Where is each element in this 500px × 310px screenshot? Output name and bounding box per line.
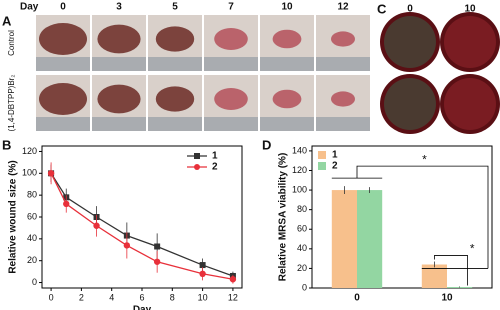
marker [229,276,237,283]
annotation: * [422,152,427,166]
ruler [92,57,146,71]
day-label: 10 [464,4,476,15]
row-label: (1,4-DBTPP)Br₂ [7,75,16,132]
panel-label: C [377,1,387,16]
ruler [92,117,146,131]
ruler [204,57,258,71]
bar [357,190,383,288]
x-tick-label: 2 [79,292,84,302]
bracket [331,165,489,269]
day-label: 3 [116,2,122,13]
series-line [50,172,234,277]
y-axis-label: Relative wound size (%) [8,160,19,273]
marker [199,262,206,269]
wound [214,88,248,110]
y-tick-label: 120 [22,146,37,156]
marker [199,270,206,277]
legend-label: 1 [212,151,218,162]
row-label: Control [7,30,16,56]
annotation: * [470,242,475,256]
ruler [316,117,370,131]
marker [153,258,161,265]
y-tick-label: 60 [27,211,37,221]
x-tick-label: 4 [109,292,114,302]
plate-inner [384,16,436,68]
marker [154,243,161,250]
y-tick-label: 0 [302,282,307,292]
wound [272,89,302,109]
ruler [148,117,202,131]
y-tick-label: 120 [292,165,307,175]
wound [97,24,141,54]
plot-frame [311,145,493,289]
y-tick-label: 80 [297,204,307,214]
day-label: 5 [172,2,178,13]
y-tick-label: 140 [292,145,307,155]
bar [331,190,357,288]
bracket [434,255,468,286]
legend-marker [194,164,200,170]
ruler [36,117,90,131]
x-tick-label: 10 [441,293,453,304]
wound [331,31,355,47]
x-tick-label: 6 [139,292,144,302]
x-tick-label: 8 [170,292,175,302]
y-tick-label: 100 [292,184,307,194]
wound [331,91,355,107]
panel-label: A [2,13,12,28]
day-header: Day [20,2,39,13]
wound [272,29,302,49]
panel-label: B [2,137,11,152]
marker [93,222,100,229]
marker [47,170,55,177]
legend-marker [194,153,200,159]
wound [155,86,195,112]
y-tick-label: 20 [27,255,37,265]
ruler [260,57,314,71]
legend-swatch [318,151,326,159]
legend-label: 1 [332,150,338,161]
day-label: 0 [60,2,66,13]
panel-label: D [262,137,271,152]
day-label: 10 [281,2,293,13]
day-label: 12 [337,2,349,13]
y-tick-label: 100 [22,168,37,178]
ruler [204,117,258,131]
wound [214,28,248,50]
legend-swatch [318,162,326,170]
legend-label: 2 [212,162,218,173]
y-tick-label: 0 [32,277,37,287]
y-tick-label: 40 [297,243,307,253]
bar [421,264,447,288]
y-axis-label: Relative MRSA viability (%) [278,153,289,282]
plate-inner [444,78,496,130]
ruler [260,117,314,131]
plate-inner [384,78,436,130]
x-tick-label: 0 [354,293,360,304]
marker [63,200,70,208]
ruler [36,57,90,71]
x-tick-label: 12 [228,292,238,302]
plate-inner [444,16,496,68]
marker [123,242,131,249]
y-tick-label: 20 [297,263,307,273]
wound [39,83,87,115]
day-label: 0 [407,4,413,15]
x-tick-label: 0 [49,292,54,302]
ruler [148,57,202,71]
ruler [316,57,370,71]
x-tick-label: 10 [198,292,208,302]
x-axis-label: Day [133,305,152,310]
y-tick-label: 60 [297,224,307,234]
day-label: 7 [228,2,234,13]
y-tick-label: 80 [27,190,37,200]
wound [97,84,141,114]
wound [155,26,195,52]
wound [39,23,87,55]
y-tick-label: 40 [27,233,37,243]
legend-label: 2 [332,161,338,172]
series-line [50,173,234,280]
